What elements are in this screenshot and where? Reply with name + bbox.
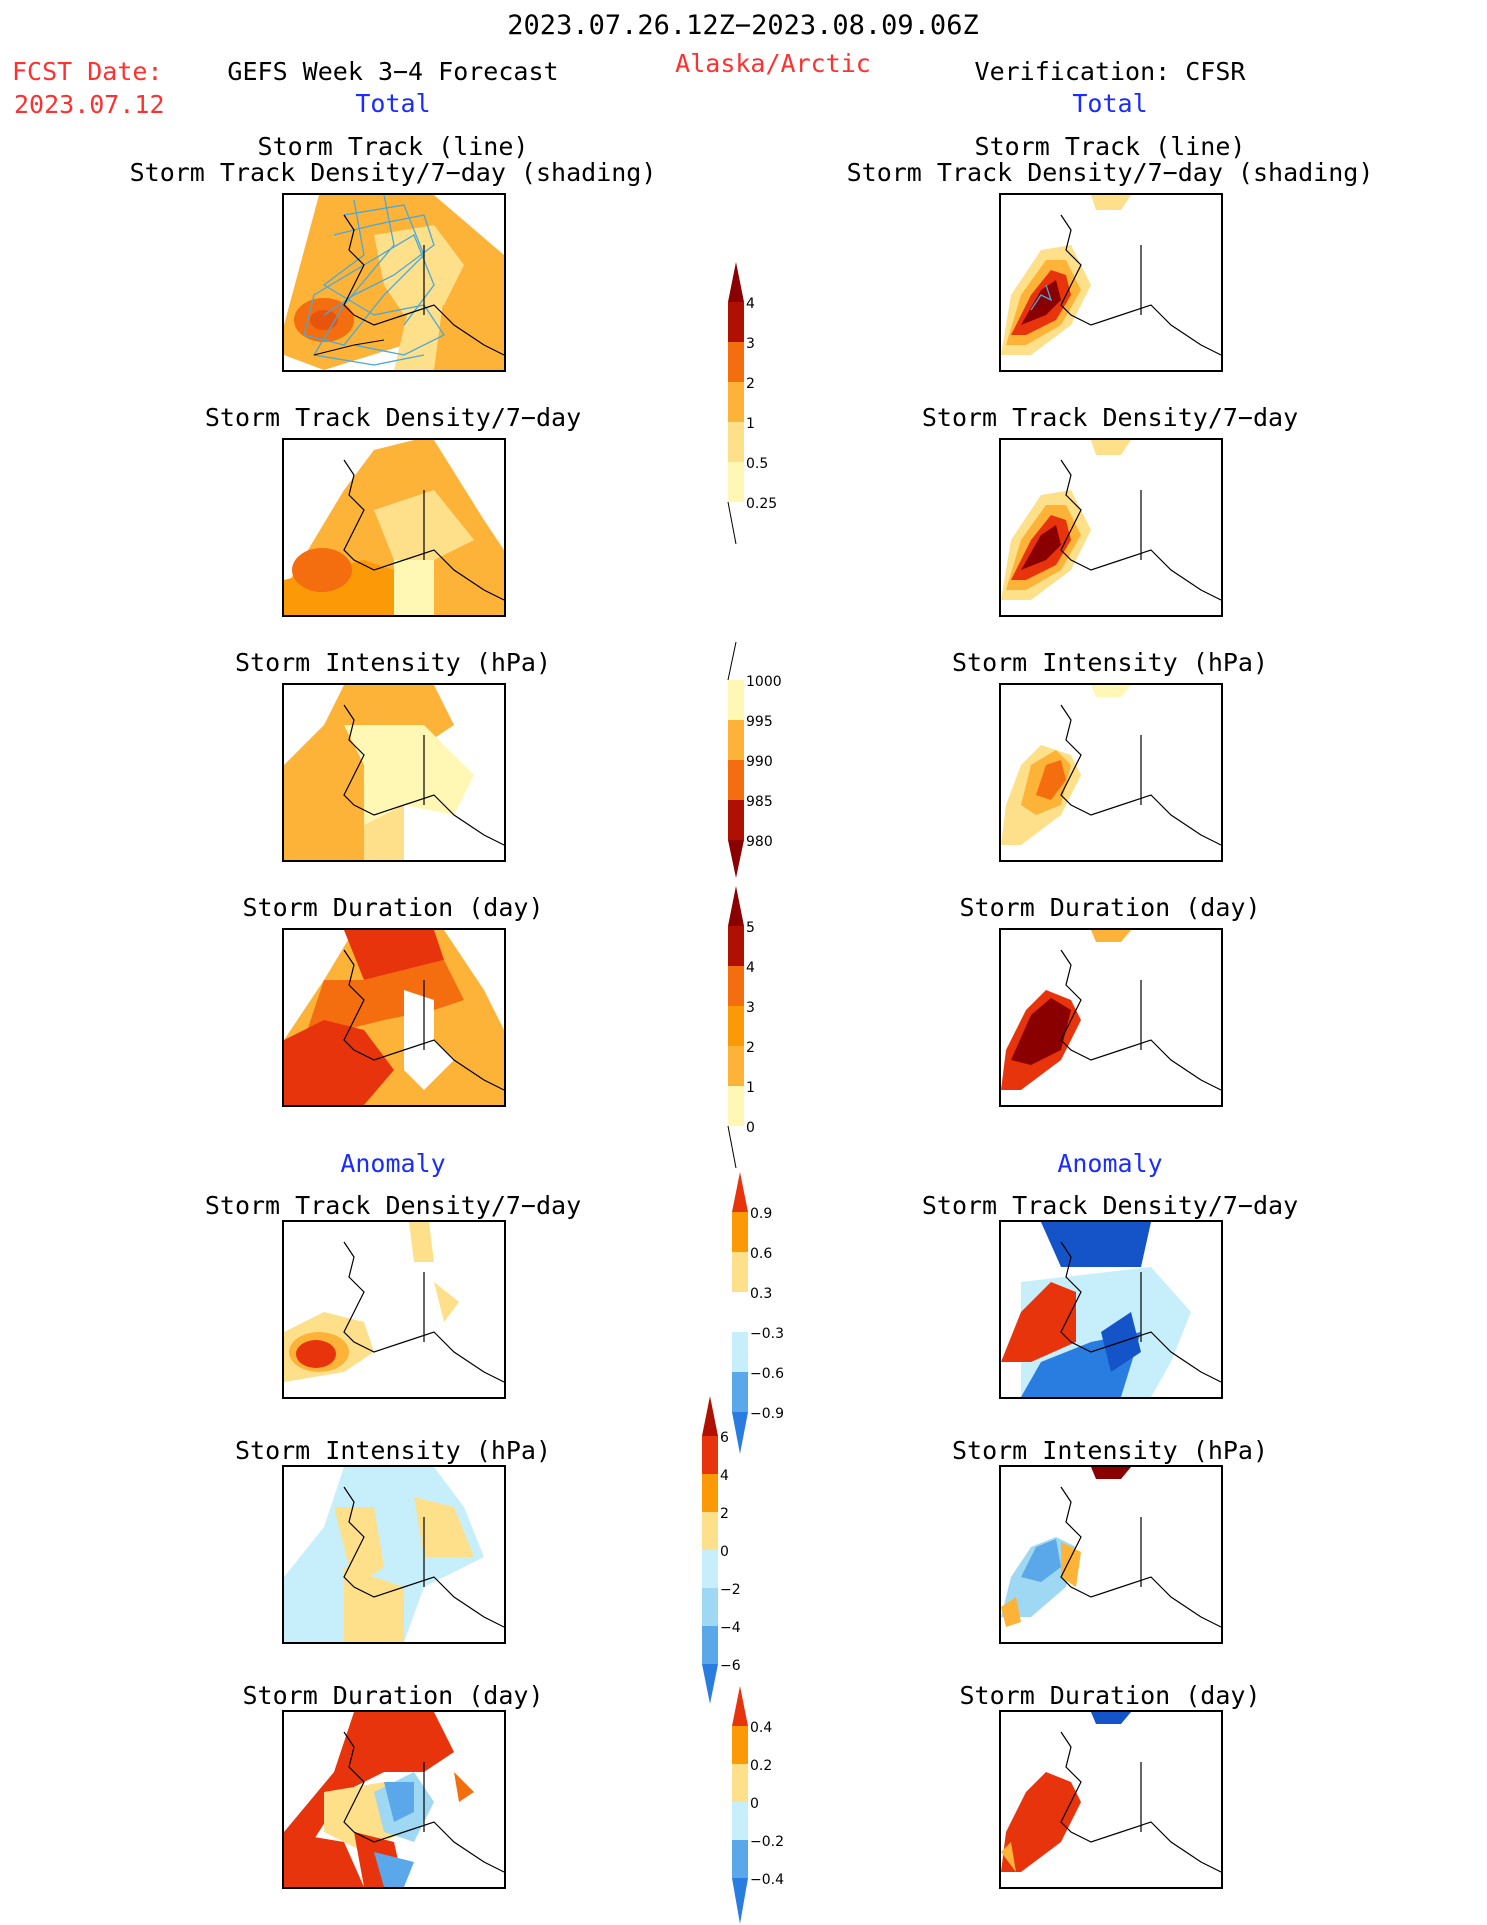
cbar-duration-anom-label: −0.2 xyxy=(750,1834,784,1850)
title-left-duration: Storm Duration (day) xyxy=(242,893,544,922)
map-left-duration xyxy=(282,928,506,1107)
map-left-intensity xyxy=(282,683,506,862)
cbar-density-total-label: 1 xyxy=(746,416,755,432)
cbar-intensity-anom-label: 0 xyxy=(720,1544,729,1560)
cbar-duration-total-label: 5 xyxy=(746,920,755,936)
colorbar-duration-total: 5 4 3 2 1 0 xyxy=(727,886,755,1168)
cbar-duration-anom-label: −0.4 xyxy=(750,1872,784,1888)
cbar-duration-anom-label: 0.2 xyxy=(750,1758,772,1774)
title-left-anom-density: Storm Track Density/7−day xyxy=(204,1191,582,1220)
cbar-duration-total-label: 1 xyxy=(746,1080,755,1096)
forecast-period: 2023.07.26.12Z−2023.08.09.06Z xyxy=(507,10,979,41)
right-anomaly-label: Anomaly xyxy=(1057,1149,1163,1178)
title-right-duration: Storm Duration (day) xyxy=(959,893,1261,922)
left-anomaly-label: Anomaly xyxy=(340,1149,446,1178)
title-left-anom-intensity: Storm Intensity (hPa) xyxy=(234,1436,552,1465)
cbar-duration-total-label: 0 xyxy=(746,1120,755,1136)
fcst-date-value: 2023.07.12 xyxy=(14,90,165,119)
cbar-density-total-label: 2 xyxy=(746,376,755,392)
title-right-track-line: Storm Track (line) xyxy=(974,132,1246,161)
title-right-anom-duration: Storm Duration (day) xyxy=(959,1681,1261,1710)
cbar-intensity-anom-label: −4 xyxy=(720,1620,741,1636)
colorbar-intensity-total: 1000 995 990 985 980 xyxy=(727,642,782,878)
cbar-density-total-label: 3 xyxy=(746,336,755,352)
title-right-anom-intensity: Storm Intensity (hPa) xyxy=(951,1436,1269,1465)
map-right-anom-density xyxy=(999,1220,1223,1399)
left-total-label: Total xyxy=(355,89,431,118)
map-right-anom-intensity xyxy=(999,1465,1223,1644)
colorbar-density-anomaly: 0.9 0.6 0.3 −0.3 −0.6 −0.9 xyxy=(732,1172,784,1454)
cbar-duration-anom-label: 0.4 xyxy=(750,1720,772,1736)
cbar-density-anom-label: 0.3 xyxy=(750,1286,772,1302)
title-right-intensity: Storm Intensity (hPa) xyxy=(951,648,1269,677)
map-left-anom-intensity xyxy=(282,1465,506,1644)
map-right-anom-duration xyxy=(999,1710,1223,1889)
cbar-intensity-anom-label: 2 xyxy=(720,1506,729,1522)
title-left-track-line: Storm Track (line) xyxy=(257,132,529,161)
cbar-density-anom-label: −0.9 xyxy=(750,1406,784,1422)
title-right-track-shading: Storm Track Density/7−day (shading) xyxy=(846,158,1374,187)
cbar-density-total-label: 0.25 xyxy=(746,496,777,512)
map-left-track xyxy=(282,193,506,372)
map-left-anom-density xyxy=(282,1220,506,1399)
cbar-duration-total-label: 4 xyxy=(746,960,755,976)
colorbar-density-total: 4 3 2 1 0.5 0.25 xyxy=(727,262,777,544)
cbar-intensity-total-label: 980 xyxy=(746,834,773,850)
map-right-intensity xyxy=(999,683,1223,862)
map-right-track xyxy=(999,193,1223,372)
cbar-density-total-label: 4 xyxy=(746,296,755,312)
cbar-intensity-anom-label: −2 xyxy=(720,1582,741,1598)
colorbar-intensity-anomaly: 6 4 2 0 −2 −4 −6 xyxy=(702,1396,741,1704)
cbar-intensity-anom-label: 6 xyxy=(720,1430,729,1446)
cbar-intensity-total-label: 985 xyxy=(746,794,773,810)
cbar-intensity-total-label: 995 xyxy=(746,714,773,730)
cbar-density-anom-label: −0.6 xyxy=(750,1366,784,1382)
map-left-density xyxy=(282,438,506,617)
verification-title: Verification: CFSR xyxy=(974,57,1246,86)
cbar-intensity-total-label: 990 xyxy=(746,754,773,770)
map-right-duration xyxy=(999,928,1223,1107)
title-right-density: Storm Track Density/7−day xyxy=(921,403,1299,432)
cbar-density-anom-label: 0.6 xyxy=(750,1246,772,1262)
region-title: Alaska/Arctic xyxy=(675,49,871,78)
cbar-duration-total-label: 2 xyxy=(746,1040,755,1056)
title-left-intensity: Storm Intensity (hPa) xyxy=(234,648,552,677)
model-title: GEFS Week 3−4 Forecast xyxy=(227,57,559,86)
cbar-cap-top xyxy=(728,262,744,302)
cbar-intensity-total-label: 1000 xyxy=(746,674,782,690)
right-total-label: Total xyxy=(1072,89,1148,118)
cbar-density-anom-label: 0.9 xyxy=(750,1206,772,1222)
cbar-density-anom-label: −0.3 xyxy=(750,1326,784,1342)
title-left-anom-duration: Storm Duration (day) xyxy=(242,1681,544,1710)
map-right-density xyxy=(999,438,1223,617)
cbar-duration-total-label: 3 xyxy=(746,1000,755,1016)
cbar-intensity-anom-label: 4 xyxy=(720,1468,729,1484)
cbar-duration-anom-label: 0 xyxy=(750,1796,759,1812)
title-left-track-shading: Storm Track Density/7−day (shading) xyxy=(129,158,657,187)
fcst-date-label: FCST Date: xyxy=(12,57,163,86)
title-left-density: Storm Track Density/7−day xyxy=(204,403,582,432)
title-right-anom-density: Storm Track Density/7−day xyxy=(921,1191,1299,1220)
cbar-intensity-anom-label: −6 xyxy=(720,1658,741,1674)
colorbar-duration-anomaly: 0.4 0.2 0 −0.2 −0.4 xyxy=(732,1686,784,1924)
cbar-density-total-label: 0.5 xyxy=(746,456,768,472)
map-left-anom-duration xyxy=(282,1710,506,1889)
